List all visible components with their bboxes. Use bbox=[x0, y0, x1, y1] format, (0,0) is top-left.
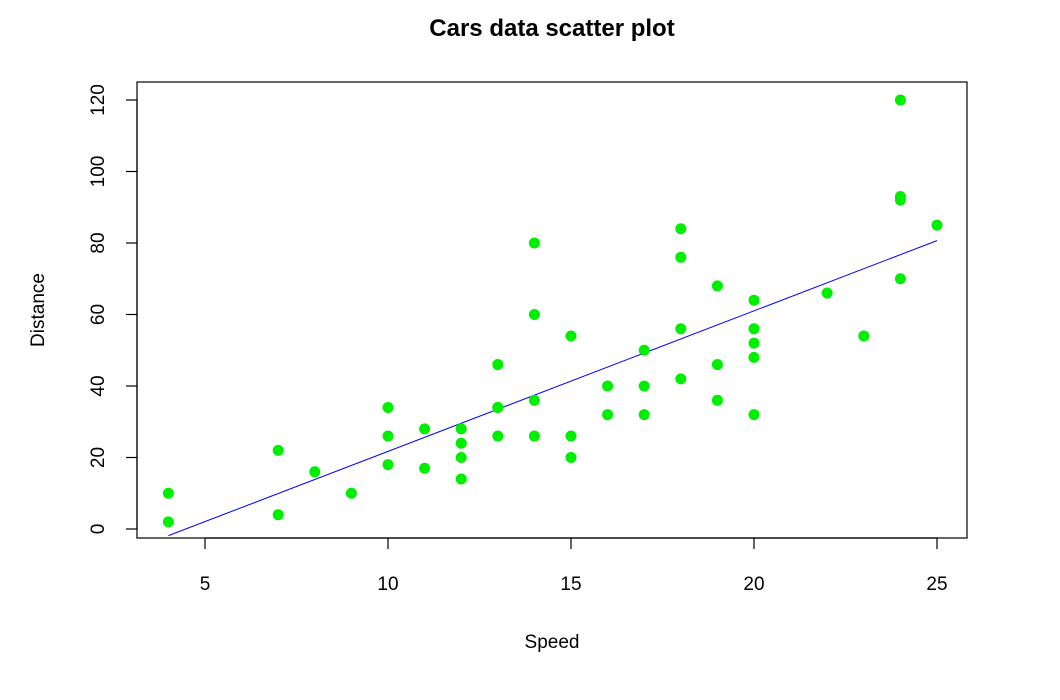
x-axis-label: Speed bbox=[525, 632, 580, 653]
data-point bbox=[711, 394, 723, 406]
data-point bbox=[419, 462, 431, 474]
y-tick-label: 40 bbox=[88, 375, 109, 396]
data-point bbox=[821, 287, 833, 299]
data-point bbox=[455, 437, 467, 449]
plot-frame bbox=[136, 81, 968, 539]
data-point bbox=[711, 280, 723, 292]
data-point bbox=[675, 373, 687, 385]
data-point bbox=[931, 219, 943, 231]
data-point bbox=[455, 473, 467, 485]
data-point bbox=[675, 251, 687, 263]
data-points bbox=[162, 94, 943, 528]
y-axis-ticks: 0 20 40 60 80 100 120 bbox=[88, 84, 137, 534]
data-point bbox=[638, 409, 650, 421]
data-point bbox=[382, 401, 394, 413]
y-tick-label: 20 bbox=[88, 447, 109, 468]
x-tick-label: 25 bbox=[926, 574, 947, 595]
y-axis-label: Distance bbox=[28, 273, 49, 347]
data-point bbox=[382, 459, 394, 471]
x-tick-label: 10 bbox=[377, 574, 398, 595]
x-axis-ticks: 5 10 15 20 25 bbox=[200, 538, 948, 595]
x-tick-label: 5 bbox=[200, 574, 211, 595]
data-point bbox=[748, 294, 760, 306]
data-point bbox=[675, 223, 687, 235]
data-point bbox=[748, 337, 760, 349]
data-point bbox=[309, 466, 321, 478]
data-point bbox=[638, 344, 650, 356]
x-tick-label: 15 bbox=[560, 574, 581, 595]
data-point bbox=[894, 94, 906, 106]
data-point bbox=[345, 487, 357, 499]
data-point bbox=[894, 273, 906, 285]
data-point bbox=[382, 430, 394, 442]
data-point bbox=[492, 359, 504, 371]
data-point bbox=[858, 330, 870, 342]
data-point bbox=[602, 380, 614, 392]
data-point bbox=[565, 452, 577, 463]
data-point bbox=[162, 487, 174, 499]
data-point bbox=[419, 423, 431, 435]
data-point bbox=[528, 430, 540, 442]
data-point bbox=[711, 359, 723, 371]
data-point bbox=[528, 309, 540, 320]
data-point bbox=[455, 452, 467, 463]
data-point bbox=[455, 423, 467, 435]
data-point bbox=[675, 323, 687, 335]
data-point bbox=[565, 330, 577, 342]
data-point bbox=[894, 191, 906, 203]
y-tick-label: 120 bbox=[88, 84, 109, 116]
data-point bbox=[492, 430, 504, 442]
y-tick-label: 100 bbox=[88, 156, 109, 188]
data-point bbox=[638, 380, 650, 392]
y-tick-label: 60 bbox=[88, 304, 109, 325]
regression-line bbox=[168, 240, 938, 537]
x-tick-label: 20 bbox=[743, 574, 764, 595]
data-point bbox=[162, 516, 174, 528]
chart-title: Cars data scatter plot bbox=[429, 15, 674, 42]
data-point bbox=[602, 409, 614, 421]
data-point bbox=[565, 430, 577, 442]
data-point bbox=[748, 323, 760, 335]
data-point bbox=[272, 509, 284, 521]
data-point bbox=[492, 401, 504, 413]
data-point bbox=[528, 394, 540, 406]
data-point bbox=[528, 237, 540, 249]
data-point bbox=[272, 444, 284, 456]
y-tick-label: 80 bbox=[88, 232, 109, 253]
data-point bbox=[748, 351, 760, 363]
data-point bbox=[748, 409, 760, 421]
y-tick-label: 0 bbox=[88, 524, 109, 535]
